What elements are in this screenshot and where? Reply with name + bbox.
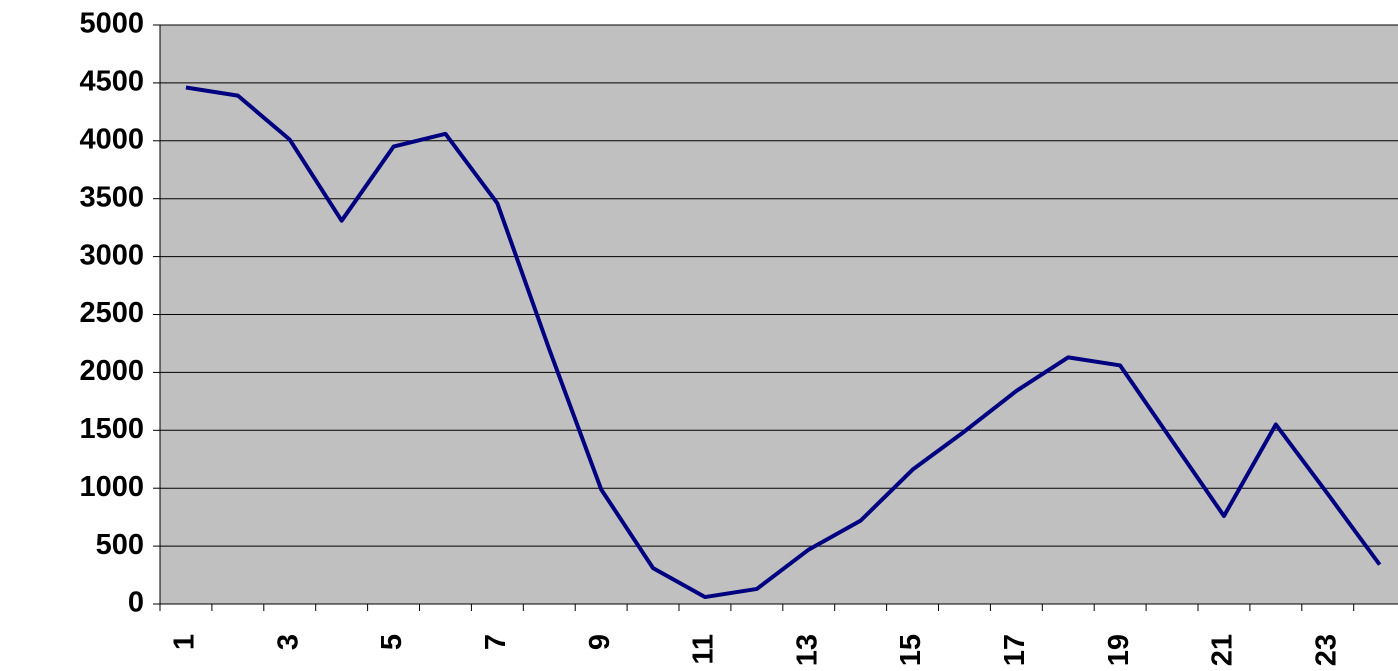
x-tick-label: 13 xyxy=(791,634,823,666)
x-tick-label: 11 xyxy=(688,634,720,665)
y-tick-label: 2500 xyxy=(79,297,144,329)
y-tick-label: 1000 xyxy=(79,471,144,503)
x-tick-label: 17 xyxy=(999,634,1031,666)
x-tick-label: 5 xyxy=(376,634,408,650)
y-tick-label: 3500 xyxy=(79,181,144,213)
x-tick-label: 19 xyxy=(1103,634,1135,666)
x-tick-label: 7 xyxy=(480,634,512,650)
y-tick-label: 500 xyxy=(96,529,144,561)
x-tick-label: 9 xyxy=(584,634,616,650)
y-tick-label: 2000 xyxy=(79,355,144,387)
y-tick-label: 5000 xyxy=(79,8,144,40)
y-tick-label: 4500 xyxy=(79,66,144,98)
data-line xyxy=(185,85,1382,600)
y-tick-label: 4000 xyxy=(79,123,144,155)
x-tick-label: 23 xyxy=(1310,634,1342,666)
x-tick-label: 1 xyxy=(169,634,201,650)
x-tick-label: 3 xyxy=(272,634,304,650)
y-tick-label: 1500 xyxy=(79,413,144,445)
x-tick-label: 15 xyxy=(895,634,927,666)
x-tick-label: 21 xyxy=(1207,634,1239,666)
y-tick-label: 0 xyxy=(128,587,144,619)
y-tick-label: 3000 xyxy=(79,239,144,271)
